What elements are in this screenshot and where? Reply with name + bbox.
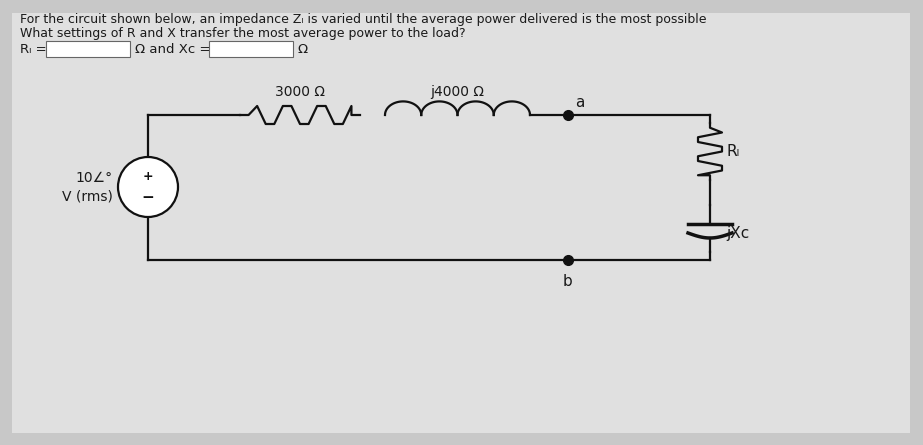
Text: b: b bbox=[563, 274, 573, 289]
Text: 10∠°: 10∠° bbox=[76, 171, 113, 185]
Text: +: + bbox=[143, 170, 153, 182]
Text: Ω: Ω bbox=[298, 43, 308, 56]
Text: Rₗ =: Rₗ = bbox=[20, 43, 47, 56]
Text: V (rms): V (rms) bbox=[62, 189, 113, 203]
FancyBboxPatch shape bbox=[12, 13, 910, 433]
Text: Rₗ: Rₗ bbox=[726, 144, 739, 159]
Text: j4000 Ω: j4000 Ω bbox=[430, 85, 485, 99]
Text: Ω and Xᴄ =: Ω and Xᴄ = bbox=[135, 43, 210, 56]
Text: 3000 Ω: 3000 Ω bbox=[275, 85, 325, 99]
FancyBboxPatch shape bbox=[46, 41, 130, 57]
FancyBboxPatch shape bbox=[209, 41, 293, 57]
Text: jXᴄ: jXᴄ bbox=[726, 226, 749, 241]
Circle shape bbox=[118, 157, 178, 217]
Text: What settings of R and X transfer the most average power to the load?: What settings of R and X transfer the mo… bbox=[20, 27, 465, 40]
Text: −: − bbox=[141, 190, 154, 206]
Text: For the circuit shown below, an impedance Zₗ is varied until the average power d: For the circuit shown below, an impedanc… bbox=[20, 13, 706, 26]
Text: a: a bbox=[575, 95, 584, 110]
